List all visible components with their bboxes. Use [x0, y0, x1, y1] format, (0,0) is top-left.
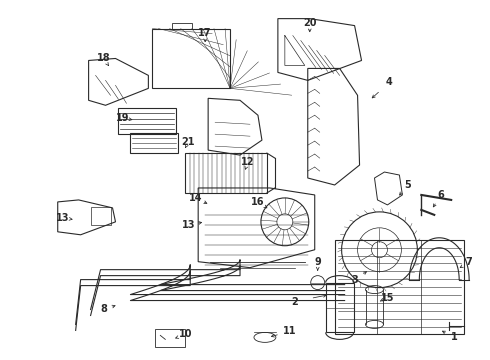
- Bar: [155, 329, 185, 347]
- Bar: [91, 207, 111, 225]
- Text: 13: 13: [56, 213, 70, 223]
- Text: 5: 5: [404, 180, 411, 190]
- Text: 20: 20: [303, 18, 317, 28]
- Text: 15: 15: [381, 293, 394, 302]
- Bar: [119, 108, 176, 134]
- Bar: [130, 133, 178, 153]
- Text: 7: 7: [466, 257, 472, 267]
- Text: 21: 21: [181, 137, 195, 147]
- Text: 9: 9: [315, 257, 321, 267]
- Bar: [172, 23, 192, 28]
- Text: 14: 14: [189, 193, 202, 203]
- Text: 3: 3: [351, 275, 358, 285]
- Text: 16: 16: [251, 197, 265, 207]
- Text: 8: 8: [100, 305, 107, 315]
- Text: 2: 2: [292, 297, 298, 306]
- Bar: [152, 28, 230, 88]
- Text: 1: 1: [451, 332, 458, 342]
- Text: 19: 19: [116, 113, 129, 123]
- Bar: [185, 153, 267, 193]
- Text: 13: 13: [181, 220, 195, 230]
- Bar: [335, 240, 464, 334]
- Text: 6: 6: [438, 190, 444, 200]
- Text: 11: 11: [283, 327, 296, 336]
- Bar: [326, 283, 354, 332]
- Text: 12: 12: [241, 157, 255, 167]
- Text: 4: 4: [386, 77, 393, 87]
- Text: 10: 10: [178, 329, 192, 339]
- Text: 18: 18: [97, 54, 110, 63]
- Text: 17: 17: [198, 28, 212, 37]
